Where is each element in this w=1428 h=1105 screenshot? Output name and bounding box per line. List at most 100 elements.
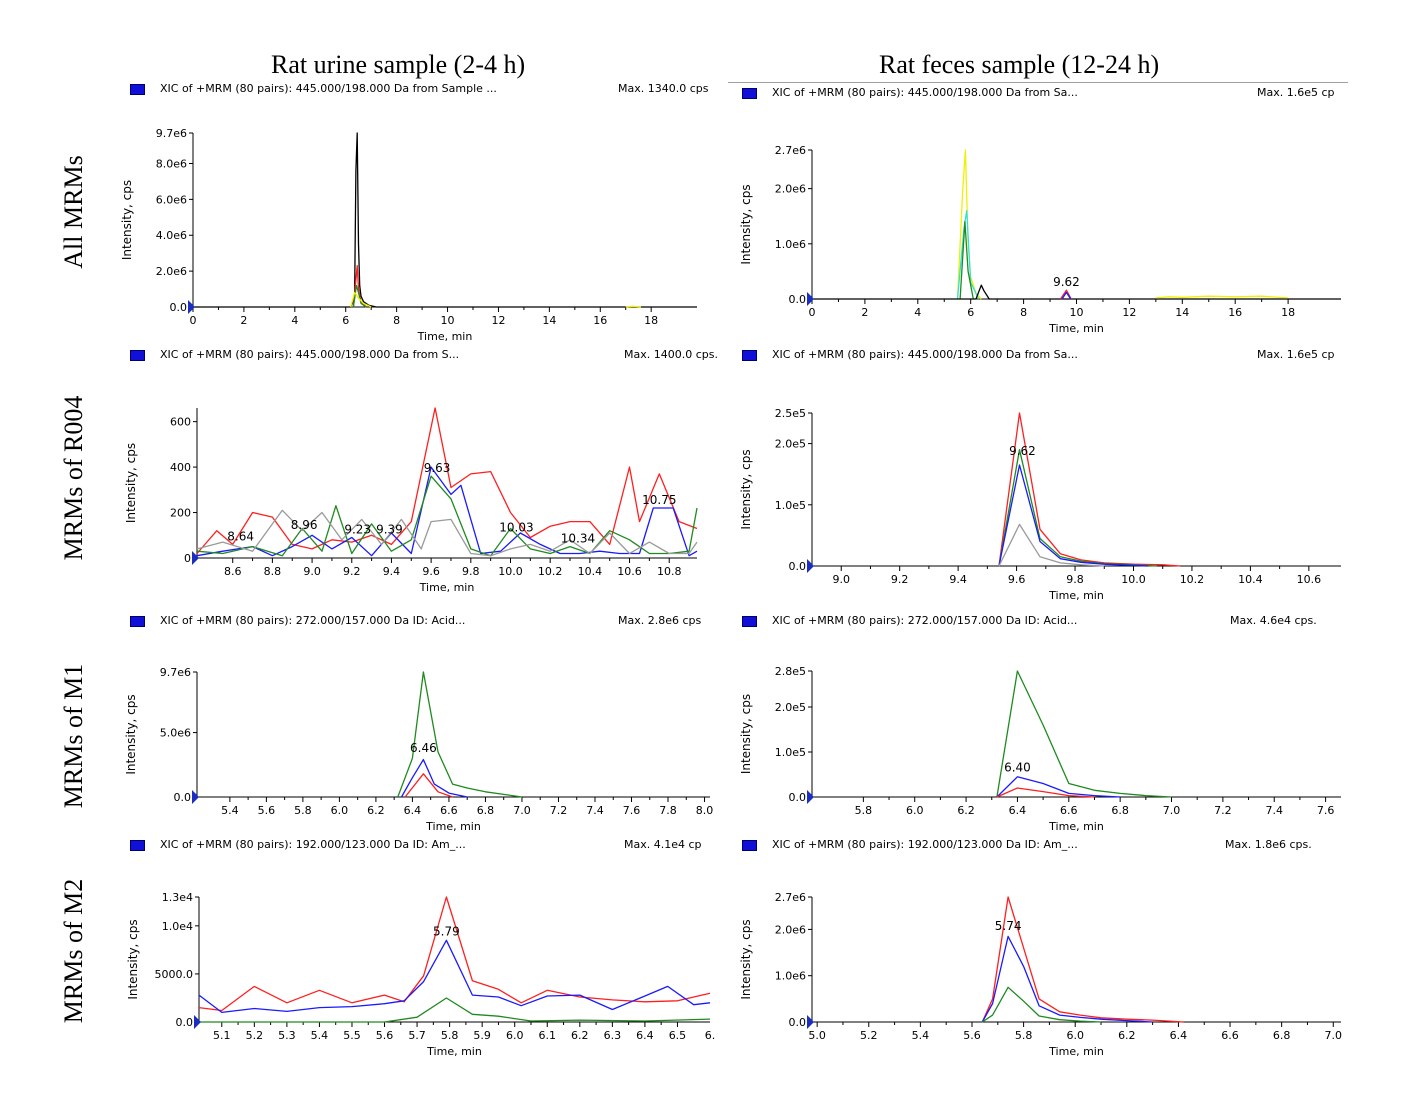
series-line-green [996, 670, 1172, 798]
y-tick-label: 1.3e4 [162, 891, 193, 904]
series-line-blue [1061, 291, 1072, 300]
series-line-green [196, 475, 698, 557]
y-tick-label: 1.0e6 [775, 238, 806, 251]
x-tick-label: 12 [491, 314, 505, 327]
left-column-title: Rat urine sample (2-4 h) [271, 50, 526, 79]
series-line-green [981, 986, 1102, 1023]
right-column-title: Rat feces sample (12-24 h) [879, 50, 1160, 79]
x-axis-label: Time, min [1048, 589, 1104, 602]
y-tick-label: 2.0e5 [775, 701, 806, 714]
baseline-marker-icon [807, 790, 814, 804]
y-tick-label: 1.0e5 [775, 746, 806, 759]
x-tick-label: 14 [542, 314, 556, 327]
x-tick-label: 16 [593, 314, 607, 327]
x-tick-label: 6.4 [1009, 804, 1027, 817]
y-tick-label: 0.0 [789, 791, 807, 804]
series-line-red [996, 787, 1095, 798]
series-line-black [193, 132, 697, 308]
series-line-cyan [956, 210, 980, 300]
baseline-marker-icon [807, 1015, 814, 1029]
x-axis-label: Time, min [426, 1045, 482, 1058]
y-tick-label: 9.7e6 [160, 666, 191, 679]
y-tick-label: 2.5e5 [775, 407, 806, 420]
baseline-marker-icon [192, 551, 199, 565]
y-tick-label: 5.0e6 [160, 727, 191, 740]
chart-header: XIC of +MRM (80 pairs): 445.000/198.000 … [772, 86, 1078, 99]
baseline-marker-icon [192, 790, 199, 804]
x-axis-label: Time, min [417, 330, 473, 343]
x-tick-label: 5.6 [963, 1029, 981, 1042]
x-tick-label: 9.6 [422, 565, 440, 578]
x-tick-label: 5.8 [1015, 1029, 1033, 1042]
x-tick-label: 6.0 [906, 804, 924, 817]
x-tick-label: 6.2 [367, 804, 385, 817]
x-tick-label: 6.6 [440, 804, 458, 817]
x-tick-label: 5.2 [860, 1029, 878, 1042]
y-tick-label: 200 [170, 507, 191, 520]
series-line-blue [998, 464, 1149, 567]
x-tick-label: 7.6 [623, 804, 641, 817]
x-tick-label: 4 [291, 314, 298, 327]
chart-header: XIC of +MRM (80 pairs): 445.000/198.000 … [772, 348, 1078, 361]
x-tick-label: 5.2 [246, 1029, 264, 1042]
x-tick-label: 5.3 [278, 1029, 296, 1042]
y-tick-label: 2.8e5 [775, 665, 806, 678]
row-label-m1: MRMs of M1 [59, 663, 88, 809]
chart-header: XIC of +MRM (80 pairs): 445.000/198.000 … [160, 348, 460, 361]
series-line-blue [400, 758, 468, 798]
y-axis-label: Intensity, cps [126, 919, 140, 999]
series-line-black [812, 284, 1341, 300]
x-tick-label: 2 [861, 306, 868, 319]
x-axis-label: Time, min [1048, 820, 1104, 833]
y-tick-label: 1.0e5 [775, 499, 806, 512]
legend-swatch [742, 840, 757, 851]
baseline-marker-icon [188, 300, 195, 314]
x-tick-label: 5.4 [311, 1029, 329, 1042]
x-axis-label: Time, min [425, 820, 481, 833]
max-intensity-label: Max. 1.6e5 cp [1257, 86, 1335, 99]
x-tick-label: 6.4 [1170, 1029, 1188, 1042]
x-tick-label: 6 [342, 314, 349, 327]
x-tick-label: 10.6 [617, 565, 642, 578]
y-tick-label: 8.0e6 [156, 157, 187, 170]
x-tick-label: 5.5 [343, 1029, 361, 1042]
x-tick-label: 9.8 [462, 565, 480, 578]
peak-label: 6.40 [1004, 760, 1031, 774]
x-tick-label: 10.0 [498, 565, 523, 578]
peak-label: 8.64 [227, 529, 254, 543]
x-tick-label: 10.2 [538, 565, 563, 578]
y-axis-label: Intensity, cps [120, 180, 134, 260]
x-tick-label: 6.0 [506, 1029, 524, 1042]
x-tick-label: 9.6 [1008, 573, 1026, 586]
x-tick-label: 7.8 [659, 804, 677, 817]
legend-swatch [130, 616, 145, 627]
x-tick-label: 8 [1020, 306, 1027, 319]
baseline-marker-icon [194, 1015, 201, 1029]
peak-label: 8.96 [291, 518, 318, 532]
x-tick-label: 0 [809, 306, 816, 319]
y-tick-label: 2.7e6 [775, 144, 806, 157]
x-tick-label: 6 [967, 306, 974, 319]
y-tick-label: 5000.0 [155, 968, 194, 981]
y-tick-label: 2.0e6 [156, 265, 187, 278]
series-line-green [397, 671, 523, 798]
chart-header: XIC of +MRM (80 pairs): 192.000/123.000 … [772, 838, 1078, 851]
x-axis-label: Time, min [1048, 1045, 1104, 1058]
row-label-r004: MRMs of R004 [59, 395, 88, 561]
x-tick-label: 5.1 [213, 1029, 231, 1042]
y-axis-label: Intensity, cps [124, 443, 138, 523]
x-tick-label: 5.6 [258, 804, 276, 817]
x-tick-label: 4 [914, 306, 921, 319]
x-tick-label: 8.0 [696, 804, 714, 817]
legend-swatch [742, 350, 757, 361]
y-tick-label: 2.0e5 [775, 438, 806, 451]
peak-label: 10.75 [642, 493, 676, 507]
series-line-red [352, 265, 367, 308]
x-tick-label: 7.0 [513, 804, 531, 817]
x-tick-label: 5.4 [221, 804, 239, 817]
y-tick-label: 1.0e4 [162, 920, 193, 933]
